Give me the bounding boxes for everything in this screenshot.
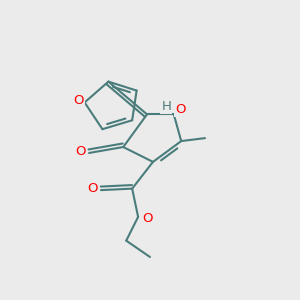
Text: O: O	[142, 212, 152, 225]
Text: O: O	[175, 103, 186, 116]
Text: O: O	[74, 94, 84, 107]
Text: O: O	[76, 145, 86, 158]
Text: H: H	[161, 100, 171, 113]
Text: O: O	[87, 182, 97, 195]
